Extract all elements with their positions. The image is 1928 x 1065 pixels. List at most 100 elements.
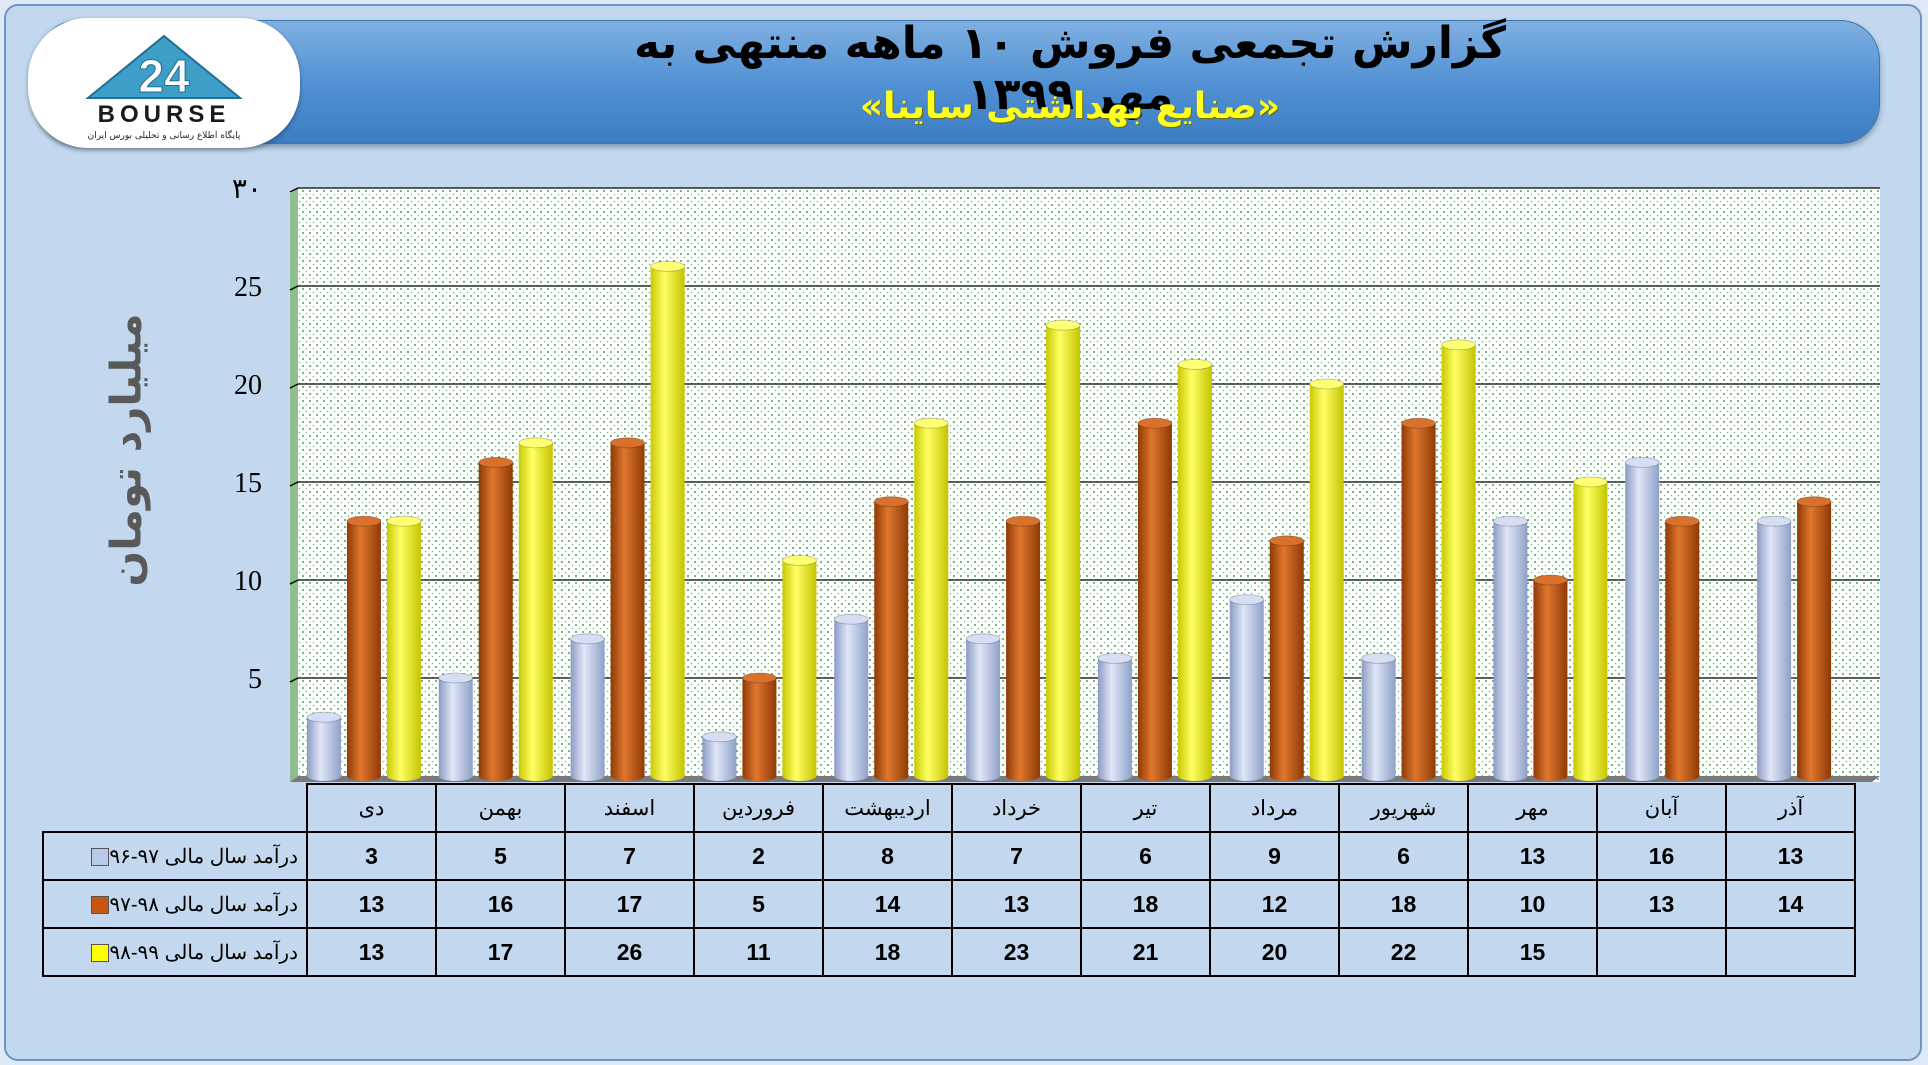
bar-base [1137, 771, 1172, 781]
bar-body [1757, 521, 1792, 776]
category-aban: آبان [1596, 783, 1727, 833]
bar-cap [1045, 319, 1081, 331]
bar-base [1229, 771, 1264, 781]
y-tick-label: 15 [234, 468, 262, 499]
bar-cap [1573, 476, 1608, 488]
data-label: 13 [306, 927, 437, 977]
bar-base [1665, 771, 1700, 781]
bar-base [702, 771, 737, 781]
data-label: 9 [1209, 831, 1340, 881]
y-tick-label: ۳۰ [232, 174, 262, 205]
gridline-tick [289, 187, 299, 193]
bar [1493, 515, 1528, 781]
bar-body [1493, 521, 1528, 776]
plot-side-wall [290, 188, 298, 782]
bar-cap [965, 633, 1001, 645]
series-3-label: درآمد سال مالی ۹۹-۹۸ [109, 941, 298, 964]
bar [702, 731, 737, 781]
gridline-tick [289, 677, 299, 683]
bar-body [834, 619, 869, 776]
bar [386, 515, 422, 781]
bar [438, 672, 474, 781]
data-label: 14 [1725, 879, 1856, 929]
plot-background [298, 188, 1880, 782]
bar [478, 456, 514, 781]
legend-entry-series-2: درآمد سال مالی ۹۸-۹۷ [42, 879, 308, 929]
bar-body [1097, 658, 1132, 776]
bar [1177, 358, 1213, 781]
bar-chart: ۳۰ 25 20 15 10 5 [232, 174, 1880, 782]
category-esfand: اسفند [564, 783, 695, 833]
data-label: 18 [822, 927, 953, 977]
bar-base [1625, 771, 1660, 781]
bar-body [650, 266, 685, 776]
data-label: 13 [1596, 879, 1727, 929]
bar-base [438, 771, 473, 781]
gridlines [289, 187, 1880, 683]
category-dey: دی [306, 783, 437, 833]
bar-base [1401, 771, 1436, 781]
bar-body [1361, 658, 1396, 776]
data-label: 3 [306, 831, 437, 881]
bar [346, 515, 382, 781]
bar-body [1401, 423, 1436, 776]
y-tick-label: 10 [234, 566, 262, 597]
data-label: 13 [951, 879, 1082, 929]
y-tick-label: 5 [248, 664, 262, 695]
bar-body [1269, 540, 1304, 776]
bar [742, 672, 777, 781]
bar-cap [478, 456, 514, 468]
bar-body [1665, 521, 1700, 776]
data-label: 13 [1725, 831, 1856, 881]
bar-base [478, 771, 513, 781]
data-label: 7 [951, 831, 1082, 881]
gridline-tick [289, 383, 299, 389]
data-label: 17 [435, 927, 566, 977]
bourse-24-logo: 24 BOURSE پایگاه اطلاع رسانی و تحلیلی بو… [28, 18, 300, 148]
data-label: 17 [564, 879, 695, 929]
bar-base [1441, 771, 1476, 781]
data-label: 15 [1467, 927, 1598, 977]
bar-base [650, 771, 685, 781]
bar-base [1797, 771, 1832, 781]
y-tick-label: 25 [234, 272, 262, 303]
bar [1229, 594, 1265, 781]
bar-cap [346, 515, 382, 527]
bar-body [702, 736, 737, 776]
legend-entry-series-1: درآمد سال مالی ۹۷-۹۶ [42, 831, 308, 881]
bar [1664, 515, 1700, 781]
plot-area [290, 188, 1880, 782]
bar-cap [1309, 378, 1345, 390]
bar-cap [438, 672, 474, 684]
bar-cap [1796, 496, 1832, 508]
data-label: 6 [1080, 831, 1211, 881]
gridline-tick [289, 481, 299, 487]
bar-cap [518, 437, 554, 449]
page-subtitle: «صنایع بهداشتی ساینا» [859, 86, 1281, 127]
bar-cap [1533, 574, 1568, 586]
bar-base [1006, 771, 1041, 781]
bar-base [518, 771, 553, 781]
data-label: 23 [951, 927, 1082, 977]
data-label: 12 [1209, 879, 1340, 929]
data-label: 21 [1080, 927, 1211, 977]
bar-cap [1664, 515, 1700, 527]
bar [913, 417, 949, 781]
bar-base [570, 771, 605, 781]
bar [1401, 417, 1436, 781]
bar-cap [1229, 594, 1265, 605]
series-1-label: درآمد سال مالی ۹۷-۹۶ [109, 845, 298, 868]
bar [306, 711, 342, 781]
bar-cap [306, 711, 342, 723]
bar [1309, 378, 1345, 781]
bar-base [914, 771, 949, 781]
y-tick-label: 20 [234, 370, 262, 401]
bar-cap [610, 437, 645, 449]
table-header-row: دی بهمن اسفند فروردین اردیبهشت خرداد تیر… [43, 783, 1856, 833]
bar-body [782, 560, 817, 776]
bar [1796, 496, 1832, 781]
bar-cap [702, 731, 737, 743]
bar-body [966, 638, 1001, 776]
bar-base [834, 771, 869, 781]
bar [1441, 339, 1476, 781]
